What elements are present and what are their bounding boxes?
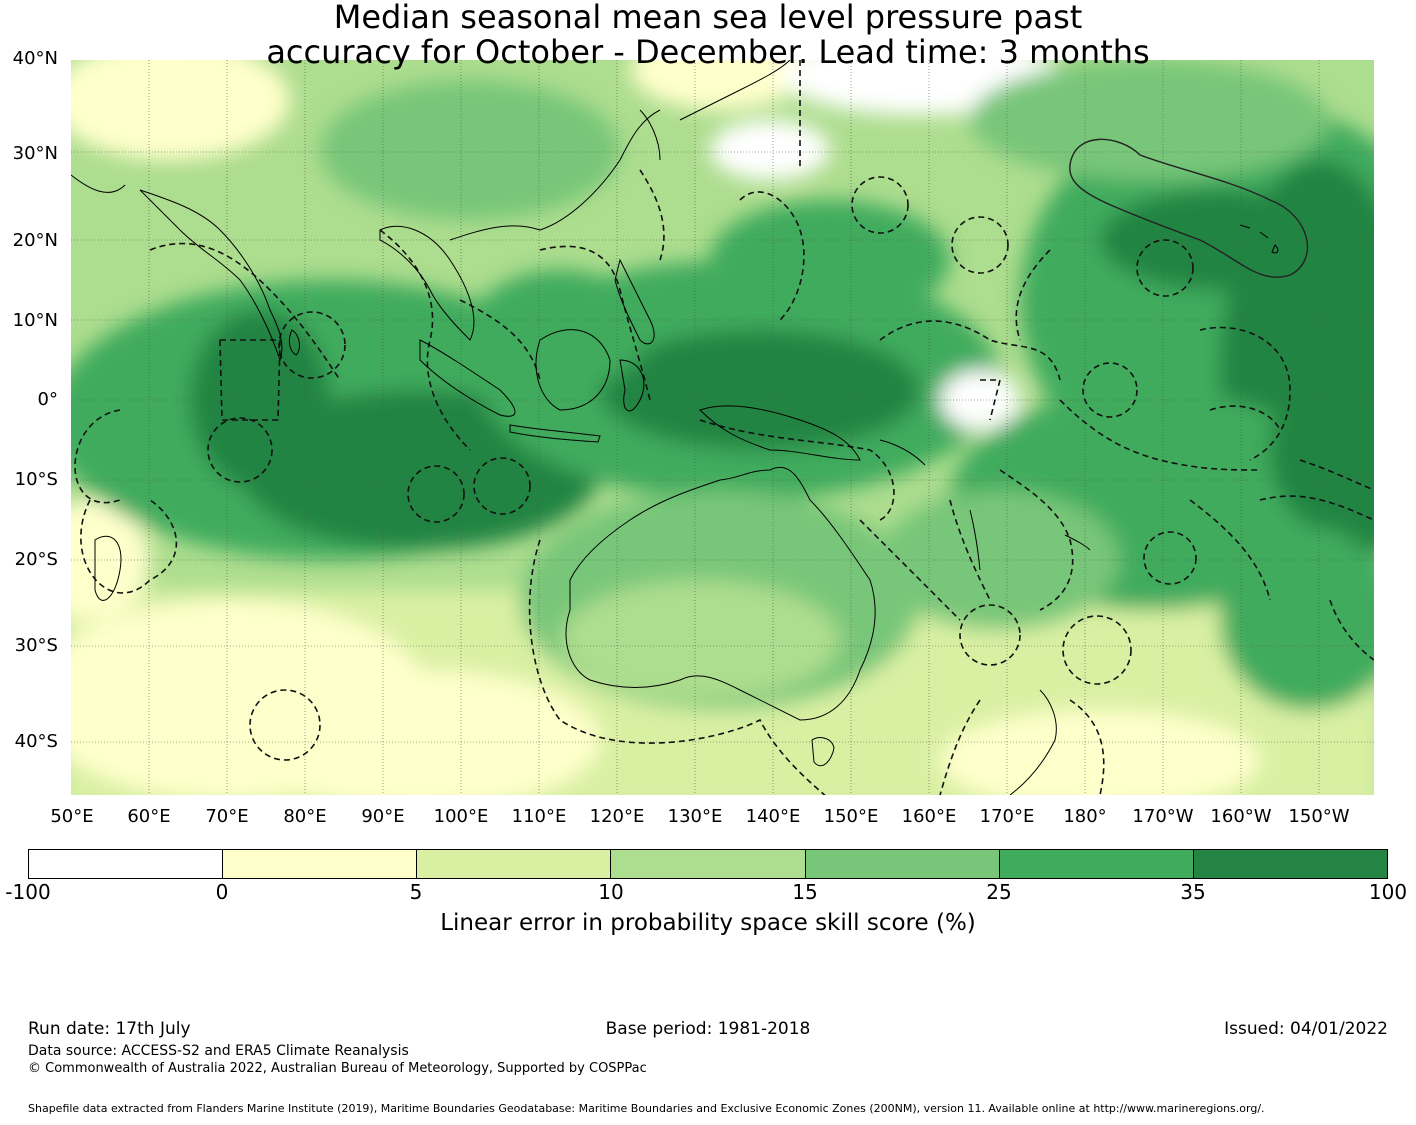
colorbar xyxy=(28,849,1388,879)
lon-label-160w: 160°W xyxy=(1210,806,1272,827)
graticule xyxy=(71,60,1374,795)
issued-date: Issued: 04/01/2022 xyxy=(1224,1019,1388,1039)
lon-label-90e: 90°E xyxy=(361,806,405,827)
colorbar-label: Linear error in probability space skill … xyxy=(440,910,976,936)
colorbar-tick: 15 xyxy=(792,880,818,904)
lon-label-100e: 100°E xyxy=(433,806,489,827)
lon-label-50e: 50°E xyxy=(50,806,94,827)
colorbar-segment xyxy=(1193,850,1387,878)
colorbar-tick: 0 xyxy=(215,880,229,904)
shapefile-credit: Shapefile data extracted from Flanders M… xyxy=(28,1102,1265,1115)
colorbar-tick: 100 xyxy=(1368,880,1408,904)
lat-label-30s: 30°S xyxy=(14,635,58,656)
hawaii-boundary xyxy=(1069,138,1309,278)
lon-label-160e: 160°E xyxy=(901,806,957,827)
colorbar-tick: 35 xyxy=(1180,880,1206,904)
title-line-2: accuracy for October - December. Lead ti… xyxy=(266,33,1150,71)
lon-label-70e: 70°E xyxy=(205,806,249,827)
lon-label-170e: 170°E xyxy=(979,806,1035,827)
colorbar-tick: 10 xyxy=(598,880,624,904)
run-date: Run date: 17th July xyxy=(28,1019,191,1039)
lon-label-130e: 130°E xyxy=(667,806,723,827)
lat-label-30n: 30°N xyxy=(12,143,58,164)
title-line-1: Median seasonal mean sea level pressure … xyxy=(333,0,1083,36)
data-source: Data source: ACCESS-S2 and ERA5 Climate … xyxy=(28,1043,409,1059)
lat-label-0: 0° xyxy=(37,389,58,410)
chart-title: Median seasonal mean sea level pressure … xyxy=(0,0,1416,70)
base-period: Base period: 1981-2018 xyxy=(605,1019,811,1039)
colorbar-segment xyxy=(417,850,612,878)
colorbar-tick: 5 xyxy=(409,880,423,904)
lon-label-150w: 150°W xyxy=(1288,806,1350,827)
lat-label-40s: 40°S xyxy=(14,731,58,752)
lon-label-180: 180° xyxy=(1063,806,1107,827)
skill-score-map xyxy=(71,60,1374,795)
lat-label-20n: 20°N xyxy=(12,230,58,251)
colorbar-segment xyxy=(999,850,1194,878)
lon-label-150e: 150°E xyxy=(823,806,879,827)
lat-label-10n: 10°N xyxy=(12,310,58,331)
lon-label-170w: 170°W xyxy=(1132,806,1194,827)
lat-label-40n: 40°N xyxy=(12,48,58,69)
lat-label-20s: 20°S xyxy=(14,549,58,570)
lon-label-80e: 80°E xyxy=(283,806,327,827)
colorbar-segment xyxy=(611,850,806,878)
coastlines xyxy=(71,60,1279,795)
colorbar-tick: 25 xyxy=(986,880,1012,904)
lon-label-60e: 60°E xyxy=(127,806,171,827)
lon-label-120e: 120°E xyxy=(589,806,645,827)
colorbar-segment xyxy=(29,850,224,878)
colorbar-segment xyxy=(223,850,418,878)
lon-label-110e: 110°E xyxy=(511,806,567,827)
colorbar-segment xyxy=(805,850,1000,878)
colorbar-tick: -100 xyxy=(5,880,51,904)
lat-label-10s: 10°S xyxy=(14,469,58,490)
eez-boundaries xyxy=(74,60,1374,795)
copyright: © Commonwealth of Australia 2022, Austra… xyxy=(28,1061,647,1076)
skill-field xyxy=(71,60,1374,795)
lon-label-140e: 140°E xyxy=(745,806,801,827)
